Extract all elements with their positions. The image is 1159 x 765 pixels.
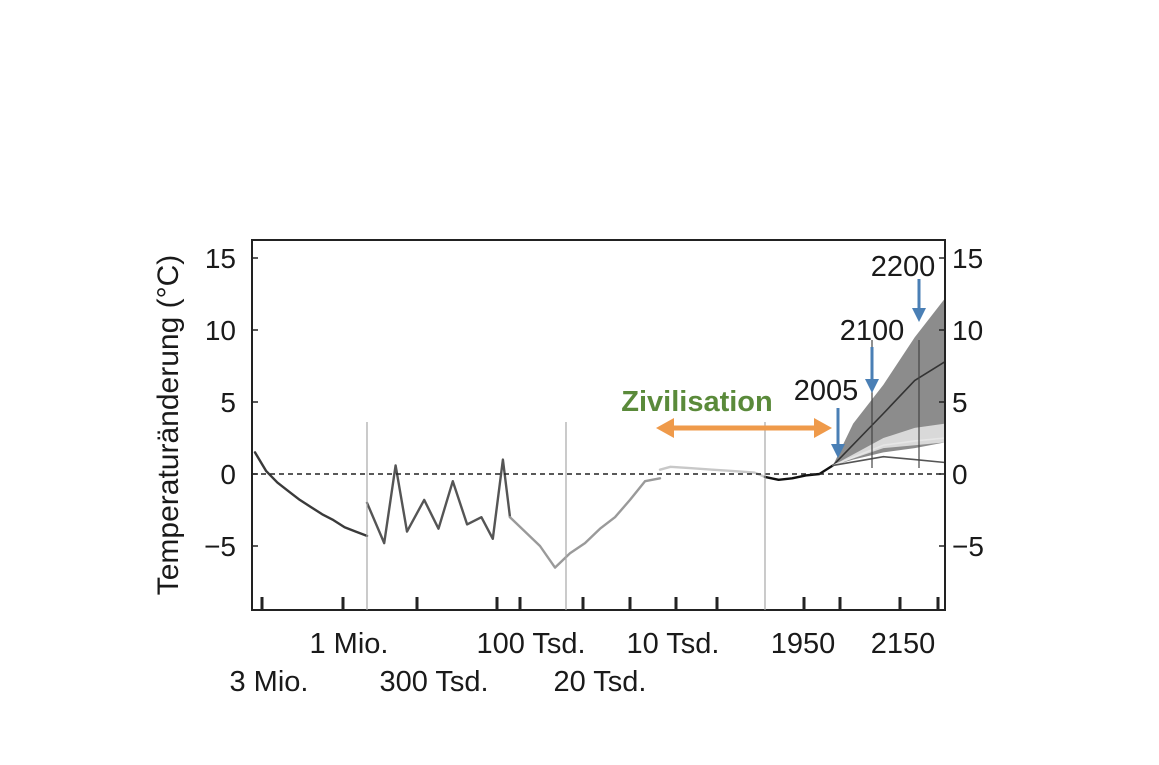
segment-separators: [366, 340, 920, 610]
y-axis-ticks: 15 10 5 0 −5 15 10 5 0 −5: [204, 243, 984, 562]
series-line-1-0: [365, 458, 512, 545]
y-axis-label: Temperaturänderung (°C): [152, 255, 185, 596]
y-tick-label-left-3: 0: [220, 459, 236, 490]
series-line-0-0: [253, 451, 369, 538]
series-line-5-1: [832, 437, 946, 467]
y-tick-label-right-4: −5: [952, 531, 984, 562]
y-tick-label-right-1: 10: [952, 315, 983, 346]
series-line-5-0: [832, 360, 946, 467]
series-line-4-0: [763, 464, 835, 481]
zivilisation-label: Zivilisation: [621, 386, 772, 418]
x-tick-label-1mio: 1 Mio.: [310, 628, 389, 660]
y-tick-label-left-1: 10: [205, 315, 236, 346]
plot-frame: [251, 239, 946, 611]
zivilisation-arrow: [656, 418, 832, 438]
series-line-5-2: [832, 455, 946, 467]
x-tick-label-300tsd: 300 Tsd.: [379, 666, 488, 698]
y-tick-label-right-0: 15: [952, 243, 983, 274]
x-tick-label-3mio: 3 Mio.: [230, 666, 309, 698]
y-tick-label-right-3: 0: [952, 459, 968, 490]
x-tick-label-10tsd: 10 Tsd.: [627, 628, 720, 660]
projection-band-outer: [833, 298, 945, 466]
x-tick-label-1950: 1950: [771, 628, 836, 660]
y-tick-label-left-0: 15: [205, 243, 236, 274]
year-2100-arrow: [865, 347, 879, 393]
year-2100-label: 2100: [840, 315, 905, 347]
year-2200-label: 2200: [871, 251, 936, 283]
series-lines: [253, 360, 946, 569]
y-tick-label-right-2: 5: [952, 387, 968, 418]
series-line-2-0: [508, 477, 662, 569]
y-tick-label-left-4: −5: [204, 531, 236, 562]
x-tick-label-100tsd: 100 Tsd.: [476, 628, 585, 660]
year-2005-arrow: [831, 408, 845, 458]
year-2200-arrow: [912, 279, 926, 322]
x-tick-label-2150: 2150: [871, 628, 936, 660]
x-tick-label-20tsd: 20 Tsd.: [554, 666, 647, 698]
y-tick-label-left-2: 5: [220, 387, 236, 418]
x-axis-ticks: [260, 597, 940, 610]
year-2005-label: 2005: [794, 375, 859, 407]
series-line-3-0: [658, 465, 767, 479]
